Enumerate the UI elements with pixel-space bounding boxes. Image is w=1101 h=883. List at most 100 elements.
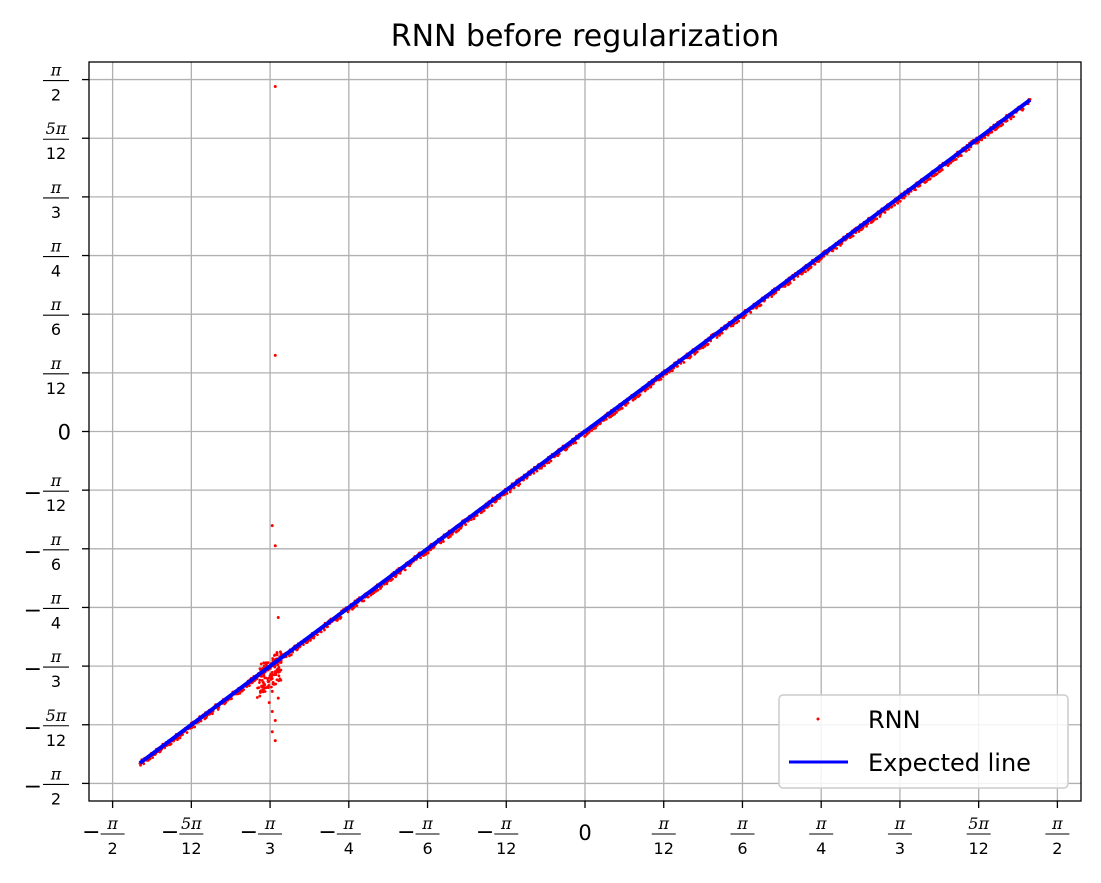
rnn-point <box>457 528 461 532</box>
y-tick-numerator: 5π <box>46 706 67 725</box>
rnn-point <box>450 532 454 536</box>
rnn-point <box>289 653 293 657</box>
legend-rnn-marker <box>816 717 820 721</box>
x-tick-sign: − <box>240 820 258 845</box>
rnn-point <box>264 676 267 680</box>
rnn-point <box>277 674 281 678</box>
x-tick-denominator: 12 <box>654 839 674 858</box>
x-tick-numerator: π <box>736 814 748 833</box>
rnn-point <box>258 689 262 693</box>
rnn-point <box>263 690 267 693</box>
rnn-point <box>980 138 984 142</box>
rnn-point <box>262 688 265 691</box>
rnn-point <box>274 682 278 686</box>
rnn-point <box>355 604 359 608</box>
y-tick-denominator: 12 <box>46 731 66 750</box>
expected-line <box>138 98 1032 765</box>
rnn-point <box>385 582 389 586</box>
rnn-point <box>376 588 380 592</box>
rnn-point <box>230 697 233 701</box>
chart-title: RNN before regularization <box>391 19 780 54</box>
y-tick-label: π4 <box>43 237 69 281</box>
rnn-point <box>398 571 402 575</box>
rnn-point <box>266 679 270 683</box>
rnn-point <box>583 434 587 438</box>
y-tick-sign: − <box>24 598 42 623</box>
rnn-outlier-point <box>270 730 274 734</box>
rnn-point <box>624 403 628 407</box>
y-tick-sign: − <box>24 774 42 799</box>
rnn-point <box>279 650 282 654</box>
x-tick-label: π 12 <box>651 814 676 858</box>
rnn-outlier-point <box>273 353 277 357</box>
y-tick-label: π 12 <box>43 354 69 398</box>
y-tick-numerator: π <box>50 471 62 490</box>
x-tick-sign: − <box>397 820 415 845</box>
rnn-point <box>408 564 412 568</box>
y-tick-denominator: 4 <box>51 262 61 281</box>
rnn-point <box>216 708 220 711</box>
rnn-point <box>587 430 591 434</box>
rnn-point <box>508 490 512 494</box>
rnn-point <box>967 148 971 151</box>
rnn-point <box>442 540 445 543</box>
rnn-point <box>865 224 868 228</box>
rnn-point <box>831 249 835 253</box>
x-tick-numerator: π <box>500 814 512 833</box>
rnn-point <box>269 685 273 689</box>
y-tick-denominator: 12 <box>46 496 66 515</box>
rnn-point <box>735 321 739 325</box>
rnn-point <box>472 517 476 521</box>
y-tick-label: −π 2 <box>24 764 69 808</box>
x-tick-label: 0 <box>578 821 591 845</box>
rnn-point <box>883 211 887 214</box>
x-tick-sign: − <box>476 820 494 845</box>
legend-box <box>778 694 1069 789</box>
rnn-point <box>770 295 774 298</box>
rnn-point <box>646 387 650 391</box>
y-tick-numerator: π <box>50 764 62 783</box>
y-tick-label: π3 <box>43 178 69 222</box>
x-tick-label: − π 3 <box>240 814 283 858</box>
x-tick-label: − π 2 <box>82 814 125 858</box>
y-tick-denominator: 6 <box>51 320 61 339</box>
rnn-point <box>649 385 653 389</box>
rnn-point <box>169 742 173 746</box>
rnn-point <box>718 334 721 337</box>
y-tick-label: π6 <box>43 295 69 339</box>
rnn-point <box>896 201 900 205</box>
rnn-point <box>259 662 263 666</box>
rnn-point <box>258 681 261 684</box>
x-tick-label: − π 12 <box>476 814 519 858</box>
rnn-point <box>273 653 277 657</box>
rnn-point <box>783 284 787 288</box>
rnn-point <box>316 633 319 637</box>
y-tick-label: π2 <box>43 61 69 105</box>
rnn-point <box>851 234 855 238</box>
rnn-point <box>835 246 839 250</box>
rnn-point <box>449 535 452 538</box>
rnn-point <box>695 350 699 354</box>
x-tick-label: −5π 12 <box>161 814 204 858</box>
rnn-point <box>620 406 624 410</box>
rnn-point <box>366 595 370 599</box>
rnn-point <box>391 577 394 581</box>
x-tick-numerator: π <box>264 814 276 833</box>
x-tick-numerator: π <box>106 814 118 833</box>
legend-rnn-label: RNN <box>868 706 921 734</box>
rnn-point <box>547 461 551 465</box>
rnn-point <box>238 691 242 695</box>
rnn-point <box>1021 107 1025 111</box>
rnn-point <box>928 177 932 181</box>
x-tick-numerator: 5π <box>181 814 202 833</box>
y-tick-numerator: π <box>50 178 62 197</box>
rnn-point <box>490 504 494 507</box>
rnn-point <box>659 377 663 381</box>
rnn-point <box>279 661 283 664</box>
y-tick-sign: − <box>24 657 42 682</box>
x-tick-numerator: π <box>657 814 669 833</box>
